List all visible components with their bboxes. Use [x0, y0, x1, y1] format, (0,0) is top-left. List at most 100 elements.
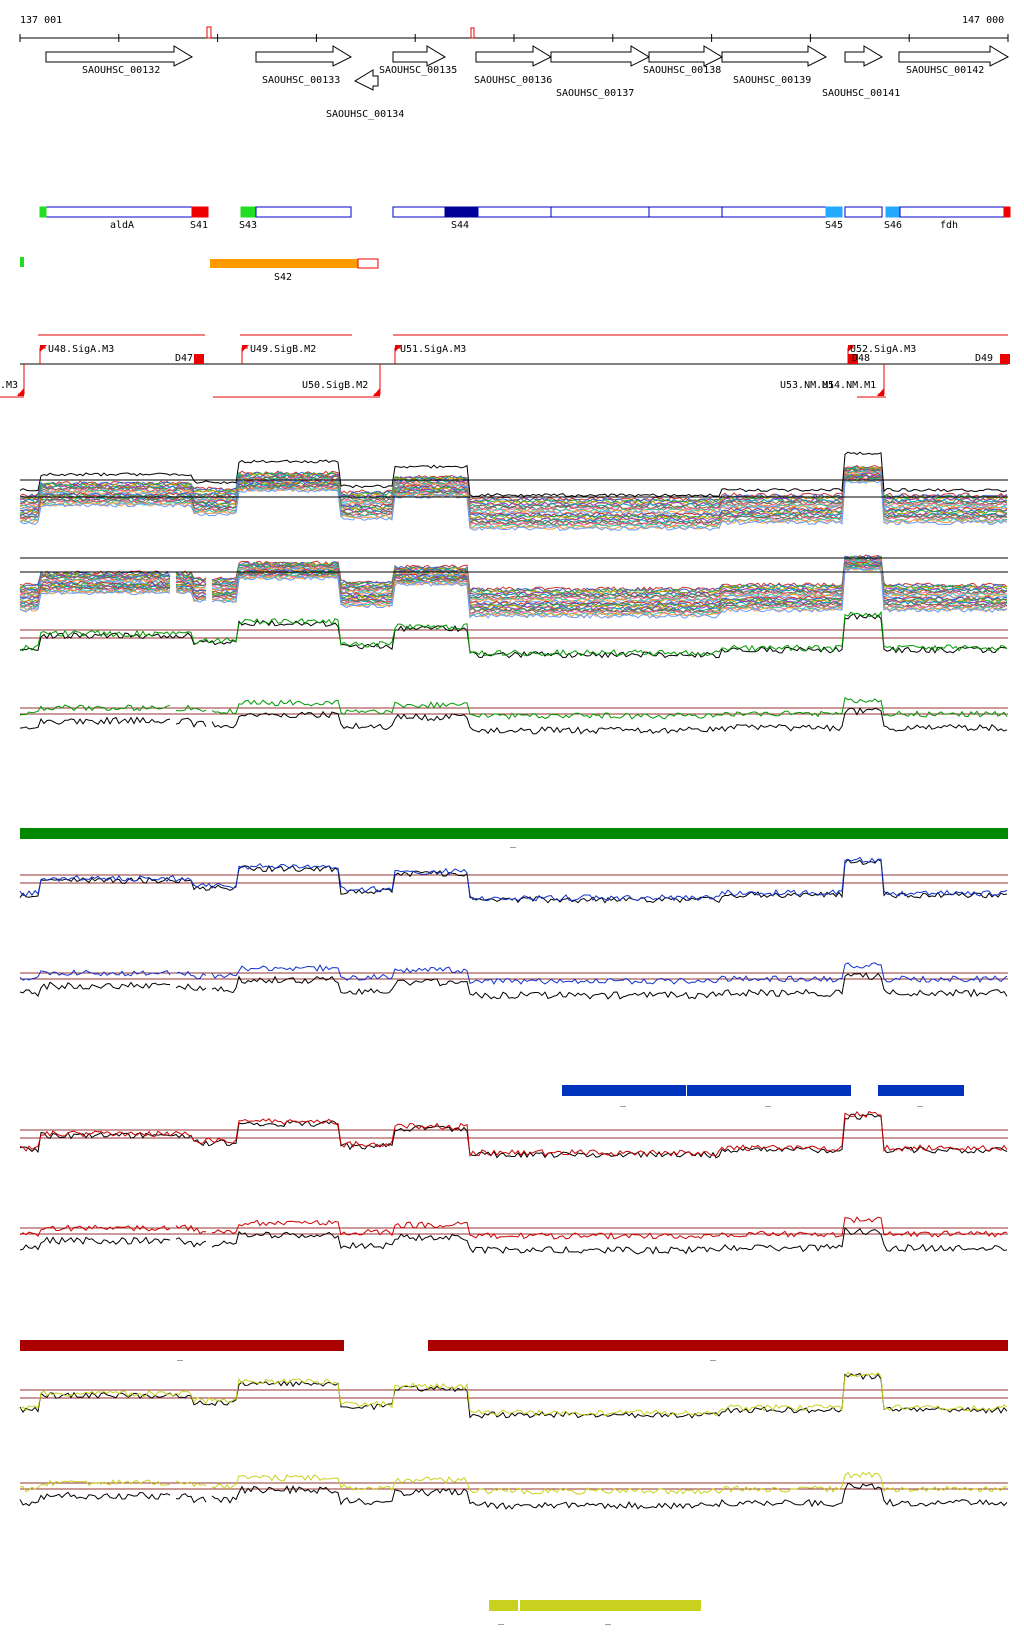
segment-block: [550, 206, 650, 218]
promoter-label: .M3: [0, 380, 18, 391]
gene-label: SAOUHSC_00133: [262, 75, 340, 86]
promoter-label: U50.SigB.M2: [302, 380, 368, 391]
promoter-label: U48.SigA.M3: [48, 344, 114, 355]
profile-curve-multi: [19, 478, 1008, 531]
profile-curve-multi: [19, 562, 1008, 609]
axis-end-label: 147 000: [962, 15, 1004, 26]
gene-track: SAOUHSC_00132 SAOUHSC_00133 SAOUHSC_00134 S…: [45, 45, 1010, 120]
condition-bar: [20, 1340, 344, 1351]
segment-track: aldA S41 S43 S44 S45 S46 fdh: [39, 206, 1011, 231]
segment-label: fdh: [940, 220, 958, 231]
condition-bar-label: _: [765, 1096, 772, 1107]
antisense-block: [357, 258, 379, 269]
promoter-label: D48: [852, 353, 870, 364]
gene-label: SAOUHSC_00137: [556, 88, 634, 99]
segment-block: [191, 206, 209, 218]
promoter-label: U52.SigA.M3: [850, 344, 916, 355]
promoter-label: D49: [975, 353, 993, 364]
promoter-track: U48.SigA.M3 D47 U49.SigB.M2 U51.SigA.M3 U52.…: [0, 334, 1010, 398]
profile-curve: [19, 610, 1008, 657]
promoter-flag-head: [40, 345, 47, 352]
condition-bar-label: _: [917, 1096, 924, 1107]
gene-label: SAOUHSC_00138: [643, 65, 721, 76]
condition-bar: [20, 828, 1008, 839]
antisense-segment-track: S42: [20, 257, 379, 283]
gene-label: SAOUHSC_00135: [379, 65, 457, 76]
axis-marker: [470, 27, 475, 39]
gene-label: SAOUHSC_00142: [906, 65, 984, 76]
promoter-label: U54.NM.M1: [822, 380, 876, 391]
segment-block: [844, 206, 883, 218]
profile-curve: [19, 858, 1008, 904]
gene-arrow: [255, 45, 353, 67]
condition-bar: [687, 1085, 851, 1096]
gene-label: SAOUHSC_00136: [474, 75, 552, 86]
condition-bar-label: _: [177, 1350, 184, 1361]
promoter-flag-head: [395, 345, 402, 352]
promoter-label: D47: [175, 353, 193, 364]
segment-label: S46: [884, 220, 902, 231]
axis-marker: [206, 26, 212, 39]
condition-bar-label: _: [605, 1614, 612, 1625]
gene-arrow: [392, 45, 447, 67]
gene-arrow: [475, 45, 553, 67]
segment-block: [1003, 206, 1011, 218]
profile-curve: [19, 707, 1008, 735]
segment-label: aldA: [110, 220, 134, 231]
segment-block: [648, 206, 723, 218]
coordinate-axis: 137 001 147 000: [19, 15, 1009, 42]
condition-bar: [489, 1600, 518, 1611]
segment-block: [477, 206, 552, 218]
gene-arrow: [898, 45, 1010, 67]
condition-bar: [878, 1085, 964, 1096]
profile-curve: [19, 1226, 1008, 1255]
condition-bar-label: _: [710, 1350, 717, 1361]
promoter-flag-head: [242, 345, 249, 352]
profile-curve: [19, 696, 1008, 720]
promoter-flag-head: [17, 388, 24, 396]
segment-block: [721, 206, 827, 218]
gene-arrow: [550, 45, 651, 67]
terminator-box: [1000, 354, 1010, 364]
profile-curve: [19, 1482, 1008, 1510]
profile-curve: [19, 1216, 1008, 1240]
condition-bar: [562, 1085, 686, 1096]
condition-bar: [520, 1600, 701, 1611]
expression-profile-tracks: [19, 451, 1008, 1510]
gene-label: SAOUHSC_00132: [82, 65, 160, 76]
gene-label: SAOUHSC_00134: [326, 109, 404, 120]
promoter-label: U49.SigB.M2: [250, 344, 316, 355]
profile-curve: [19, 962, 1008, 985]
terminator-box: [194, 354, 204, 364]
gene-label: SAOUHSC_00141: [822, 88, 900, 99]
segment-label: S43: [239, 220, 257, 231]
promoter-label: U51.SigA.M3: [400, 344, 466, 355]
segment-block: [444, 206, 479, 218]
promoter-flag-head: [373, 388, 380, 396]
gene-label: SAOUHSC_00139: [733, 75, 811, 86]
promoter-flag-head: [848, 345, 855, 352]
profile-curve: [19, 972, 1008, 1000]
antisense-block: [20, 257, 24, 267]
antisense-block: [210, 259, 358, 268]
profile-curve: [19, 1110, 1008, 1157]
condition-bar-label: _: [498, 1614, 505, 1625]
profile-curve-multi: [19, 562, 1008, 610]
segment-block: [255, 206, 352, 218]
gene-arrow: [844, 45, 884, 67]
antisense-label: S42: [274, 272, 292, 283]
profile-curve-multi: [19, 564, 1008, 615]
promoter-label: U53.NM.M1: [780, 380, 834, 391]
segment-label: S44: [451, 220, 469, 231]
profile-curve: [19, 1372, 1008, 1419]
condition-bar-label: _: [620, 1096, 627, 1107]
profile-curve-multi: [19, 451, 1008, 498]
profile-curve-multi: [19, 567, 1008, 619]
axis-start-label: 137 001: [20, 15, 62, 26]
segment-block: [392, 206, 446, 218]
segment-block: [45, 206, 193, 218]
segment-block: [899, 206, 1005, 218]
axis-ticks: [19, 34, 1009, 42]
condition-bar: [428, 1340, 1008, 1351]
